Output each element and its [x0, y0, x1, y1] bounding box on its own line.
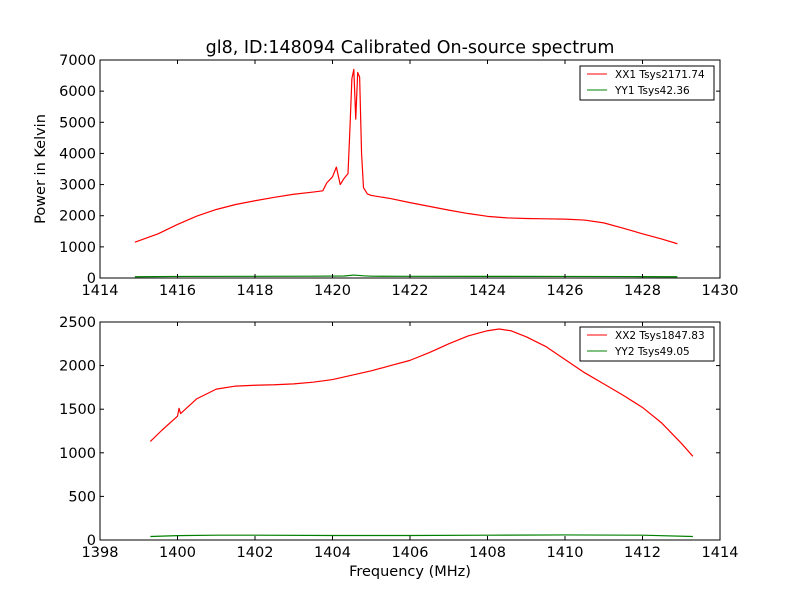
- y-tick-label: 0: [87, 533, 96, 549]
- x-tick-label: 1414: [702, 545, 739, 561]
- y-tick-label: 0: [87, 271, 96, 287]
- top-legend: XX1 Tsys2171.74 YY1 Tsys42.36: [579, 65, 715, 101]
- x-tick-label: 1414: [82, 283, 119, 299]
- legend-label-xx2: XX2 Tsys1847.83: [615, 330, 705, 342]
- bottom-legend-box: [579, 326, 715, 362]
- top-y-axis-label: Power in Kelvin: [33, 114, 49, 224]
- x-tick-label: 1406: [392, 545, 429, 561]
- x-tick-label: 1424: [469, 283, 506, 299]
- legend-label-yy2: YY2 Tsys49.05: [614, 346, 690, 358]
- bottom-legend: XX2 Tsys1847.83 YY2 Tsys49.05: [579, 326, 715, 362]
- x-tick-label: 1410: [547, 545, 584, 561]
- x-tick-label: 1412: [624, 545, 661, 561]
- top-legend-box: [579, 65, 715, 101]
- y-tick-label: 5000: [59, 115, 96, 131]
- bottom-plot-area: [149, 328, 694, 538]
- x-tick-label: 1420: [314, 283, 351, 299]
- x-tick-label: 1400: [159, 545, 196, 561]
- y-tick-label: 3000: [59, 178, 96, 194]
- x-tick-label: 1404: [314, 545, 351, 561]
- y-tick-label: 500: [68, 489, 96, 505]
- bottom-ticks: 1398 1400 1402 1404 1406 1408 1410 1412 1414 0 500…: [59, 315, 738, 561]
- chart-title: gl8, ID:148094 Calibrated On-source spec…: [206, 38, 615, 58]
- x-tick-label: 1428: [624, 283, 661, 299]
- top-subplot: gl8, ID:148094 Calibrated On-source spec…: [33, 38, 738, 299]
- legend-label-yy1: YY1 Tsys42.36: [614, 85, 690, 97]
- top-ticks: 1414 1416 1418 1420 1422 1424 1426 1428 1430 0 100…: [59, 53, 738, 299]
- y-tick-label: 7000: [59, 53, 96, 69]
- x-tick-label: 1402: [237, 545, 274, 561]
- y-tick-label: 4000: [59, 146, 96, 162]
- y-tick-label: 6000: [59, 84, 96, 100]
- x-tick-label: 1408: [469, 545, 506, 561]
- x-tick-label: 1430: [702, 283, 739, 299]
- x-tick-label: 1426: [547, 283, 584, 299]
- x-tick-label: 1418: [237, 283, 274, 299]
- bottom-subplot: Frequency (MHz) 1398 1400 1402 1404 1406 1408…: [59, 315, 738, 580]
- y-tick-label: 2500: [59, 315, 96, 331]
- x-tick-label: 1416: [159, 283, 196, 299]
- y-tick-label: 2000: [59, 359, 96, 375]
- series-line-xx2: [149, 328, 694, 457]
- y-tick-label: 2000: [59, 209, 96, 225]
- y-tick-label: 1500: [59, 402, 96, 418]
- x-tick-label: 1398: [82, 545, 119, 561]
- series-line-yy2: [150, 534, 693, 538]
- series-line-xx1: [134, 68, 678, 245]
- x-axis-label: Frequency (MHz): [349, 564, 471, 580]
- x-tick-label: 1422: [392, 283, 429, 299]
- legend-label-xx1: XX1 Tsys2171.74: [615, 69, 705, 81]
- y-tick-label: 1000: [59, 240, 96, 256]
- y-tick-label: 1000: [59, 446, 96, 462]
